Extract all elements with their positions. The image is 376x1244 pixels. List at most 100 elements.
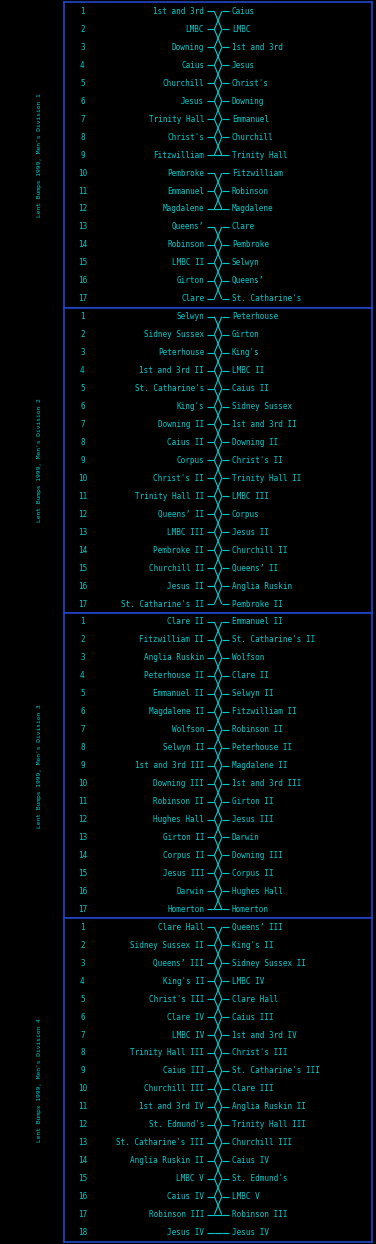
Text: 10: 10 (78, 474, 87, 483)
Text: Emmanuel II: Emmanuel II (232, 617, 283, 627)
Text: Lent Bumps 1999, Men's Division 4: Lent Bumps 1999, Men's Division 4 (37, 1018, 42, 1142)
Text: Homerton: Homerton (167, 904, 204, 914)
Text: Selwyn: Selwyn (176, 312, 204, 321)
Text: Sidney Sussex II: Sidney Sussex II (232, 959, 306, 968)
Text: Robinson III: Robinson III (232, 1210, 288, 1219)
Text: 4: 4 (80, 61, 85, 70)
Text: Girton: Girton (176, 276, 204, 285)
Text: Jesus IV: Jesus IV (232, 1228, 269, 1237)
Text: LMBC V: LMBC V (232, 1192, 260, 1202)
Text: Pembroke: Pembroke (232, 240, 269, 249)
Text: St. Edmund's: St. Edmund's (232, 1174, 288, 1183)
Text: 15: 15 (78, 1174, 87, 1183)
Text: Lent Bumps 1999, Men's Division 2: Lent Bumps 1999, Men's Division 2 (37, 398, 42, 522)
Text: Anglia Ruskin: Anglia Ruskin (232, 582, 292, 591)
Text: Christ's: Christ's (232, 78, 269, 88)
Text: 15: 15 (78, 564, 87, 572)
Text: 8: 8 (80, 133, 85, 142)
Text: Christ's III: Christ's III (232, 1049, 288, 1057)
Text: Emmanuel II: Emmanuel II (153, 689, 204, 698)
Text: Emmanuel: Emmanuel (167, 187, 204, 195)
Text: Caius II: Caius II (167, 438, 204, 447)
Text: King's II: King's II (232, 940, 274, 949)
Text: Darwin: Darwin (232, 833, 260, 842)
Text: Trinity Hall III: Trinity Hall III (232, 1121, 306, 1130)
Text: Downing III: Downing III (232, 851, 283, 860)
Text: Robinson III: Robinson III (149, 1210, 204, 1219)
Text: Jesus: Jesus (181, 97, 204, 106)
Text: 17: 17 (78, 600, 87, 608)
Text: 9: 9 (80, 1066, 85, 1075)
Text: 12: 12 (78, 815, 87, 824)
Text: 3: 3 (80, 42, 85, 52)
Text: 14: 14 (78, 1156, 87, 1166)
Text: LMBC IV: LMBC IV (172, 1030, 204, 1040)
Text: 11: 11 (78, 491, 87, 501)
Text: 18: 18 (78, 1228, 87, 1237)
Text: Peterhouse II: Peterhouse II (232, 743, 292, 753)
Text: St. Catharine's III: St. Catharine's III (116, 1138, 204, 1147)
Text: Clare Hall: Clare Hall (158, 923, 204, 932)
Text: Hughes Hall: Hughes Hall (232, 887, 283, 896)
Text: 8: 8 (80, 438, 85, 447)
Text: 4: 4 (80, 366, 85, 376)
Text: 1st and 3rd III: 1st and 3rd III (135, 761, 204, 770)
Text: Clare II: Clare II (232, 672, 269, 680)
Text: 6: 6 (80, 1013, 85, 1021)
Text: 6: 6 (80, 402, 85, 411)
Text: Corpus: Corpus (176, 455, 204, 465)
Text: Christ's III: Christ's III (149, 995, 204, 1004)
Text: Peterhouse II: Peterhouse II (144, 672, 204, 680)
Text: 16: 16 (78, 582, 87, 591)
Text: Sidney Sussex: Sidney Sussex (232, 402, 292, 411)
Text: St. Catharine's II: St. Catharine's II (232, 636, 315, 644)
Text: Darwin: Darwin (176, 887, 204, 896)
Text: 3: 3 (80, 653, 85, 662)
Text: Clare III: Clare III (232, 1085, 274, 1093)
Text: Corpus II: Corpus II (162, 851, 204, 860)
Text: 17: 17 (78, 1210, 87, 1219)
Text: Clare: Clare (181, 295, 204, 304)
Text: 13: 13 (78, 833, 87, 842)
Text: Churchill II: Churchill II (232, 546, 288, 555)
Text: Magdalene: Magdalene (162, 204, 204, 214)
Text: King's: King's (232, 348, 260, 357)
Text: Christ's II: Christ's II (232, 455, 283, 465)
Text: St. Catharine's II: St. Catharine's II (121, 600, 204, 608)
Text: 12: 12 (78, 204, 87, 214)
Text: Robinson: Robinson (167, 240, 204, 249)
Text: St. Catharine's: St. Catharine's (135, 384, 204, 393)
Text: 17: 17 (78, 295, 87, 304)
Text: Selwyn II: Selwyn II (162, 743, 204, 753)
Text: Pembroke: Pembroke (167, 169, 204, 178)
Text: Fitzwilliam II: Fitzwilliam II (139, 636, 204, 644)
Text: 7: 7 (80, 1030, 85, 1040)
Text: 16: 16 (78, 887, 87, 896)
Text: Clare: Clare (232, 223, 255, 231)
Text: Fitzwilliam II: Fitzwilliam II (232, 708, 297, 717)
Text: Selwyn: Selwyn (232, 259, 260, 267)
Text: 14: 14 (78, 240, 87, 249)
Text: Anglia Ruskin II: Anglia Ruskin II (130, 1156, 204, 1166)
Text: 1st and 3rd II: 1st and 3rd II (139, 366, 204, 376)
Text: 6: 6 (80, 97, 85, 106)
Text: Pembroke II: Pembroke II (153, 546, 204, 555)
Text: 13: 13 (78, 1138, 87, 1147)
Text: 1: 1 (80, 7, 85, 16)
Text: Magdalene II: Magdalene II (149, 708, 204, 717)
Text: Wolfson: Wolfson (232, 653, 264, 662)
Text: Emmanuel: Emmanuel (232, 114, 269, 123)
Text: LMBC II: LMBC II (172, 259, 204, 267)
Text: Pembroke II: Pembroke II (232, 600, 283, 608)
Text: Downing: Downing (232, 97, 264, 106)
Text: Queens’: Queens’ (172, 223, 204, 231)
Text: 14: 14 (78, 546, 87, 555)
Text: 12: 12 (78, 1121, 87, 1130)
Text: Caius III: Caius III (232, 1013, 274, 1021)
Text: 15: 15 (78, 259, 87, 267)
Text: 2: 2 (80, 636, 85, 644)
Text: 11: 11 (78, 797, 87, 806)
Text: Magdalene II: Magdalene II (232, 761, 288, 770)
Text: Trinity Hall III: Trinity Hall III (130, 1049, 204, 1057)
Text: 1st and 3rd: 1st and 3rd (232, 42, 283, 52)
